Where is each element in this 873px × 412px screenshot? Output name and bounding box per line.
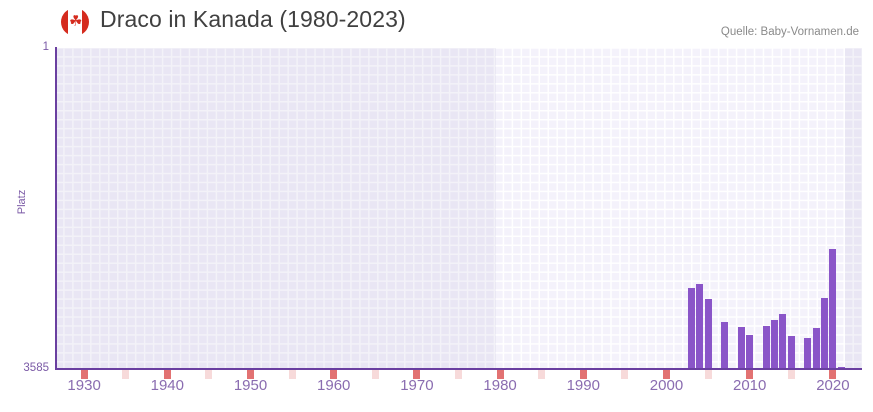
x-tick-minor — [454, 370, 462, 379]
x-tick-minor — [205, 370, 213, 379]
bar — [837, 367, 845, 368]
x-axis-tick-label: 1970 — [400, 377, 434, 394]
canada-flag-icon: ☘ — [61, 8, 89, 36]
bar — [771, 320, 779, 368]
bar — [687, 288, 695, 368]
x-axis-tick-label: 1990 — [566, 377, 600, 394]
x-tick-minor — [538, 370, 546, 379]
y-axis-line — [55, 47, 57, 369]
maple-leaf-icon: ☘ — [69, 13, 83, 30]
x-tick-major — [496, 370, 504, 379]
out-of-range-shading-left — [55, 48, 496, 368]
x-axis-tick-label: 1930 — [67, 377, 101, 394]
x-tick-major — [163, 370, 171, 379]
x-tick-major — [579, 370, 587, 379]
flag-right-band — [82, 8, 89, 36]
bar — [704, 298, 712, 368]
x-axis-tick-label: 1940 — [150, 377, 184, 394]
bar — [746, 334, 754, 368]
x-tick-major — [662, 370, 670, 379]
bar — [804, 338, 812, 368]
x-tick-major — [746, 370, 754, 379]
y-axis-tick-top: 1 — [42, 41, 49, 53]
x-axis-tick-label: 1950 — [233, 377, 268, 394]
bar — [787, 336, 795, 368]
y-axis-tick-bottom: 3585 — [23, 362, 49, 374]
x-tick-minor — [704, 370, 712, 379]
bar — [812, 328, 820, 368]
bar — [821, 297, 829, 368]
plot-area — [55, 47, 862, 370]
grid-lines — [55, 48, 862, 368]
x-tick-minor — [787, 370, 795, 379]
x-axis-tick-label: 2020 — [816, 377, 850, 394]
bar — [721, 322, 729, 368]
y-axis-title: Platz — [16, 189, 28, 215]
bar — [779, 313, 787, 368]
x-axis-tick-label: 1960 — [317, 377, 351, 394]
x-tick-minor — [122, 370, 130, 379]
bar — [737, 327, 745, 368]
x-tick-major — [330, 370, 338, 379]
source-attribution: Quelle: Baby-Vornamen.de — [720, 26, 859, 38]
x-axis-tick-label: 2000 — [649, 377, 684, 394]
x-axis-tick-label: 1980 — [483, 377, 517, 394]
bar — [762, 325, 770, 368]
out-of-range-shading-right — [845, 48, 862, 368]
x-tick-minor — [371, 370, 379, 379]
chart-header: ☘ Draco in Kanada (1980-2023) Quelle: Ba… — [0, 0, 873, 44]
x-axis-tick-strip — [55, 370, 862, 379]
x-axis-line — [55, 368, 862, 370]
bar — [829, 249, 837, 368]
x-tick-minor — [621, 370, 629, 379]
x-axis-tick-label: 2010 — [732, 377, 767, 394]
bar — [696, 283, 704, 368]
x-tick-major — [246, 370, 254, 379]
x-tick-major — [80, 370, 88, 379]
x-tick-minor — [288, 370, 296, 379]
page-title: Draco in Kanada (1980-2023) — [100, 6, 406, 32]
flag-left-band — [61, 8, 68, 36]
x-tick-major — [413, 370, 421, 379]
x-tick-major — [829, 370, 837, 379]
